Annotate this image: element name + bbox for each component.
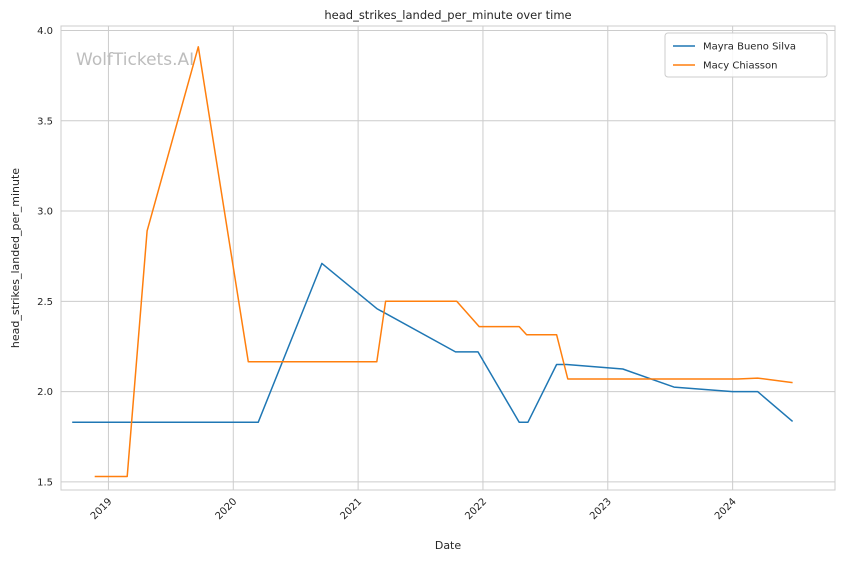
chart-title: head_strikes_landed_per_minute over time xyxy=(324,8,571,22)
grid xyxy=(61,26,835,490)
plot-frame xyxy=(60,25,836,491)
y-tick-label: 2.5 xyxy=(37,297,53,308)
legend-entry-label: Macy Chiasson xyxy=(703,61,777,72)
y-axis-ticks: 1.5 2.0 2.5 3.0 3.5 4.0 xyxy=(37,26,53,488)
series-line-2 xyxy=(94,46,793,478)
legend-box xyxy=(664,32,828,78)
y-tick-label: 3.0 xyxy=(37,207,53,218)
x-axis-label: Date xyxy=(435,539,462,552)
y-tick-label: 1.5 xyxy=(37,477,53,488)
y-tick-label: 3.5 xyxy=(37,116,53,127)
watermark: WolfTickets.AI xyxy=(76,50,194,70)
y-tick-label: 2.0 xyxy=(37,387,53,398)
y-axis-label: head_strikes_landed_per_minute xyxy=(9,168,22,348)
legend: Mayra Bueno Silva Macy Chiasson xyxy=(664,32,828,78)
legend-entry-label: Mayra Bueno Silva xyxy=(703,42,796,53)
y-tick-label: 4.0 xyxy=(37,26,53,37)
series-layer xyxy=(72,46,794,478)
series-line-1 xyxy=(72,262,794,424)
